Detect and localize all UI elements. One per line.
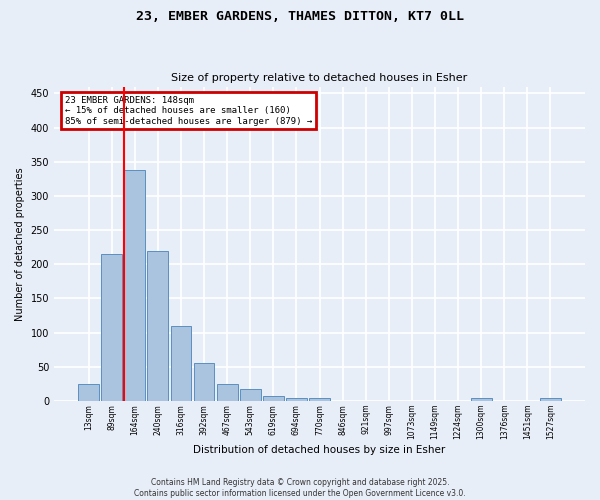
Bar: [148, 250, 168, 401]
Bar: [124, 170, 145, 401]
X-axis label: Distribution of detached houses by size in Esher: Distribution of detached houses by size …: [193, 445, 446, 455]
Text: 23 EMBER GARDENS: 148sqm
← 15% of detached houses are smaller (160)
85% of semi-: 23 EMBER GARDENS: 148sqm ← 15% of detach…: [65, 96, 312, 126]
Bar: [170, 326, 191, 401]
Title: Size of property relative to detached houses in Esher: Size of property relative to detached ho…: [172, 73, 467, 83]
Bar: [540, 398, 561, 401]
Bar: [263, 396, 284, 401]
Text: 23, EMBER GARDENS, THAMES DITTON, KT7 0LL: 23, EMBER GARDENS, THAMES DITTON, KT7 0L…: [136, 10, 464, 23]
Bar: [309, 398, 330, 401]
Bar: [471, 398, 491, 401]
Y-axis label: Number of detached properties: Number of detached properties: [15, 167, 25, 320]
Bar: [217, 384, 238, 401]
Bar: [240, 388, 260, 401]
Bar: [101, 254, 122, 401]
Bar: [194, 364, 214, 401]
Bar: [286, 398, 307, 401]
Bar: [78, 384, 99, 401]
Text: Contains HM Land Registry data © Crown copyright and database right 2025.
Contai: Contains HM Land Registry data © Crown c…: [134, 478, 466, 498]
